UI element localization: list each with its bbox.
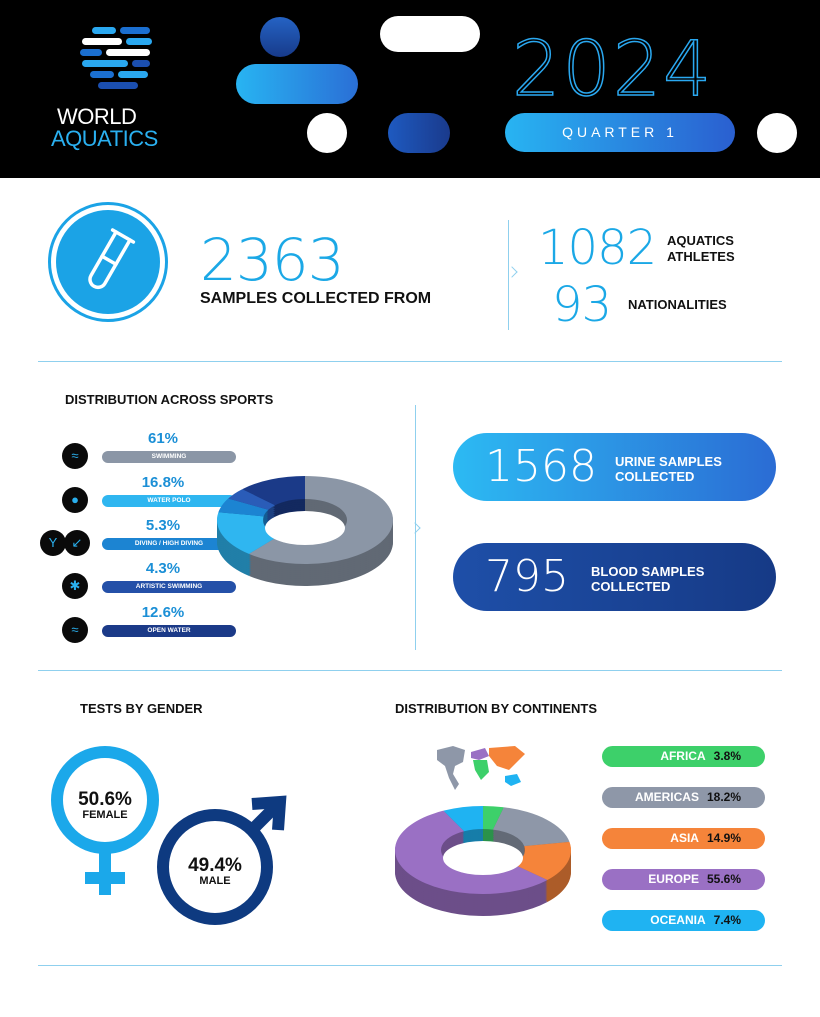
continent-oceania: OCEANIA 7.4% (602, 910, 765, 931)
sport-label: ARTISTIC SWIMMING (102, 581, 236, 593)
samples-label: SAMPLES COLLECTED FROM (200, 290, 432, 307)
sport-pct: 12.6% (141, 604, 185, 621)
continents-donut-chart (395, 806, 571, 916)
continent-pct: 3.8% (713, 749, 741, 763)
decor-dot (307, 113, 347, 153)
decor-dot (260, 17, 300, 57)
sports-donut-chart (217, 476, 393, 586)
logo-text-aquatics: AQUATICS (51, 126, 158, 151)
slice-oceania (443, 806, 483, 832)
sport-label: SWIMMING (102, 451, 236, 463)
athletes-label-1: AQUATICS (667, 233, 734, 248)
wave-logo-icon (80, 27, 152, 89)
continent-pct: 7.4% (713, 913, 741, 927)
blood-count: 795 (485, 551, 569, 602)
male-label: MALE (199, 875, 231, 887)
continent-pct: 18.2% (706, 790, 741, 804)
header-banner: WORLD AQUATICS 2024 QUARTER 1 (0, 0, 820, 178)
continents-title: DISTRIBUTION BY CONTINENTS (395, 701, 597, 716)
chevron-right-icon (409, 522, 421, 534)
sport-label: WATER POLO (102, 495, 236, 507)
male-pct: 49.4% (188, 855, 242, 876)
slice-asia (513, 841, 571, 880)
sports-title: DISTRIBUTION ACROSS SPORTS (65, 392, 274, 407)
slice-water-polo (217, 512, 279, 554)
blood-samples-pill: 795 BLOOD SAMPLES COLLECTED (453, 543, 776, 611)
sport-item-artistic-swimming: 4.3% ARTISTIC SWIMMING ✱ (40, 560, 236, 600)
continent-name: ASIA (670, 831, 699, 845)
continent-name: AMERICAS (634, 790, 699, 804)
decor-pill (380, 16, 480, 52)
section-divider (38, 361, 782, 362)
quarter-badge: QUARTER 1 (505, 113, 735, 152)
urine-label-2: COLLECTED (615, 469, 695, 484)
world-map-icon (437, 746, 525, 790)
artistic-swimming-icon: ✱ (62, 573, 88, 599)
section-divider (38, 670, 782, 671)
diving-icon: ↙ (64, 530, 90, 556)
decor-pill (236, 64, 358, 104)
urine-count: 1568 (485, 441, 597, 492)
athletes-count: 1082 (538, 220, 657, 276)
year-label: 2024 (511, 23, 714, 114)
sport-item-water-polo: 16.8% WATER POLO ● (40, 474, 236, 514)
slice-diving-high-diving (218, 498, 269, 517)
slice-africa (483, 806, 504, 830)
continent-africa: AFRICA 3.8% (602, 746, 765, 767)
world-aquatics-logo: WORLD AQUATICS (50, 22, 190, 152)
decor-dot (757, 113, 797, 153)
logo-text-world: WORLD (57, 104, 137, 129)
male-symbol-icon (157, 795, 287, 925)
sport-pct: 5.3% (145, 517, 181, 534)
slice-europe (395, 810, 548, 894)
nationalities-label: NATIONALITIES (628, 297, 727, 312)
section-divider (38, 965, 782, 966)
summary-divider (508, 220, 509, 330)
decor-pill (388, 113, 450, 153)
continent-pct: 14.9% (706, 831, 741, 845)
high-diving-icon: Y (40, 530, 66, 556)
continent-europe: EUROPE 55.6% (602, 869, 765, 890)
female-symbol-icon (51, 746, 159, 895)
donut-hole (443, 841, 523, 875)
sport-item-diving: 5.3% DIVING / HIGH DIVING Y ↙ (40, 517, 236, 557)
sport-pct: 16.8% (141, 474, 185, 491)
continent-pct: 55.6% (706, 872, 741, 886)
blood-label-1: BLOOD SAMPLES (591, 564, 705, 579)
continent-asia: ASIA 14.9% (602, 828, 765, 849)
female-label: FEMALE (82, 809, 128, 821)
sport-item-open-water: 12.6% OPEN WATER ≈ (40, 604, 236, 644)
athletes-label-2: ATHLETES (667, 249, 735, 264)
sport-label: DIVING / HIGH DIVING (102, 538, 236, 550)
sport-pct: 4.3% (145, 560, 181, 577)
slice-artistic-swimming (228, 489, 276, 510)
continent-name: EUROPE (648, 872, 699, 886)
gender-symbols (51, 746, 287, 925)
open-water-icon: ≈ (62, 617, 88, 643)
urine-samples-pill: 1568 URINE SAMPLES COLLECTED (453, 433, 776, 501)
sport-pct: 61% (147, 430, 179, 447)
slice-americas (492, 807, 570, 847)
continent-name: OCEANIA (650, 913, 706, 927)
continent-americas: AMERICAS 18.2% (602, 787, 765, 808)
samples-count: 2363 (200, 226, 345, 294)
continent-name: AFRICA (660, 749, 706, 763)
gender-title: TESTS BY GENDER (80, 701, 203, 716)
nationalities-count: 93 (552, 277, 612, 333)
slice-open-water (242, 476, 305, 506)
sport-item-swimming: 61% SWIMMING ≈ (40, 430, 236, 470)
sports-divider (415, 405, 416, 650)
blood-label-2: COLLECTED (591, 579, 671, 594)
sport-label: OPEN WATER (102, 625, 236, 637)
swimming-icon: ≈ (62, 443, 88, 469)
test-tube-icon (48, 202, 168, 322)
urine-label-1: URINE SAMPLES (615, 454, 722, 469)
water-polo-icon: ● (62, 487, 88, 513)
donut-hole (265, 511, 345, 545)
female-pct: 50.6% (78, 789, 132, 810)
